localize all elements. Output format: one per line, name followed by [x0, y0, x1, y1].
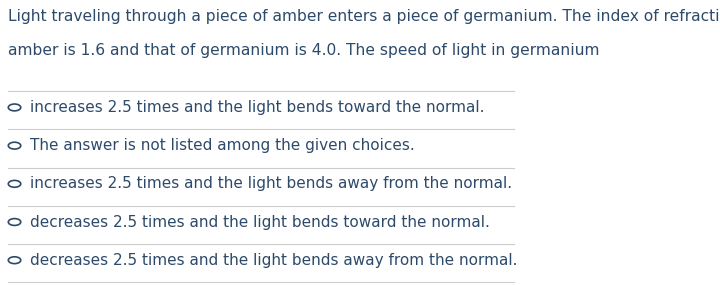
Text: Light traveling through a piece of amber enters a piece of germanium. The index : Light traveling through a piece of amber… — [8, 9, 720, 24]
Text: The answer is not listed among the given choices.: The answer is not listed among the given… — [30, 138, 415, 153]
Text: increases 2.5 times and the light bends toward the normal.: increases 2.5 times and the light bends … — [30, 100, 485, 115]
Text: increases 2.5 times and the light bends away from the normal.: increases 2.5 times and the light bends … — [30, 176, 512, 191]
Text: decreases 2.5 times and the light bends away from the normal.: decreases 2.5 times and the light bends … — [30, 253, 518, 268]
Text: decreases 2.5 times and the light bends toward the normal.: decreases 2.5 times and the light bends … — [30, 215, 490, 229]
Text: amber is 1.6 and that of germanium is 4.0. The speed of light in germanium: amber is 1.6 and that of germanium is 4.… — [8, 43, 599, 58]
